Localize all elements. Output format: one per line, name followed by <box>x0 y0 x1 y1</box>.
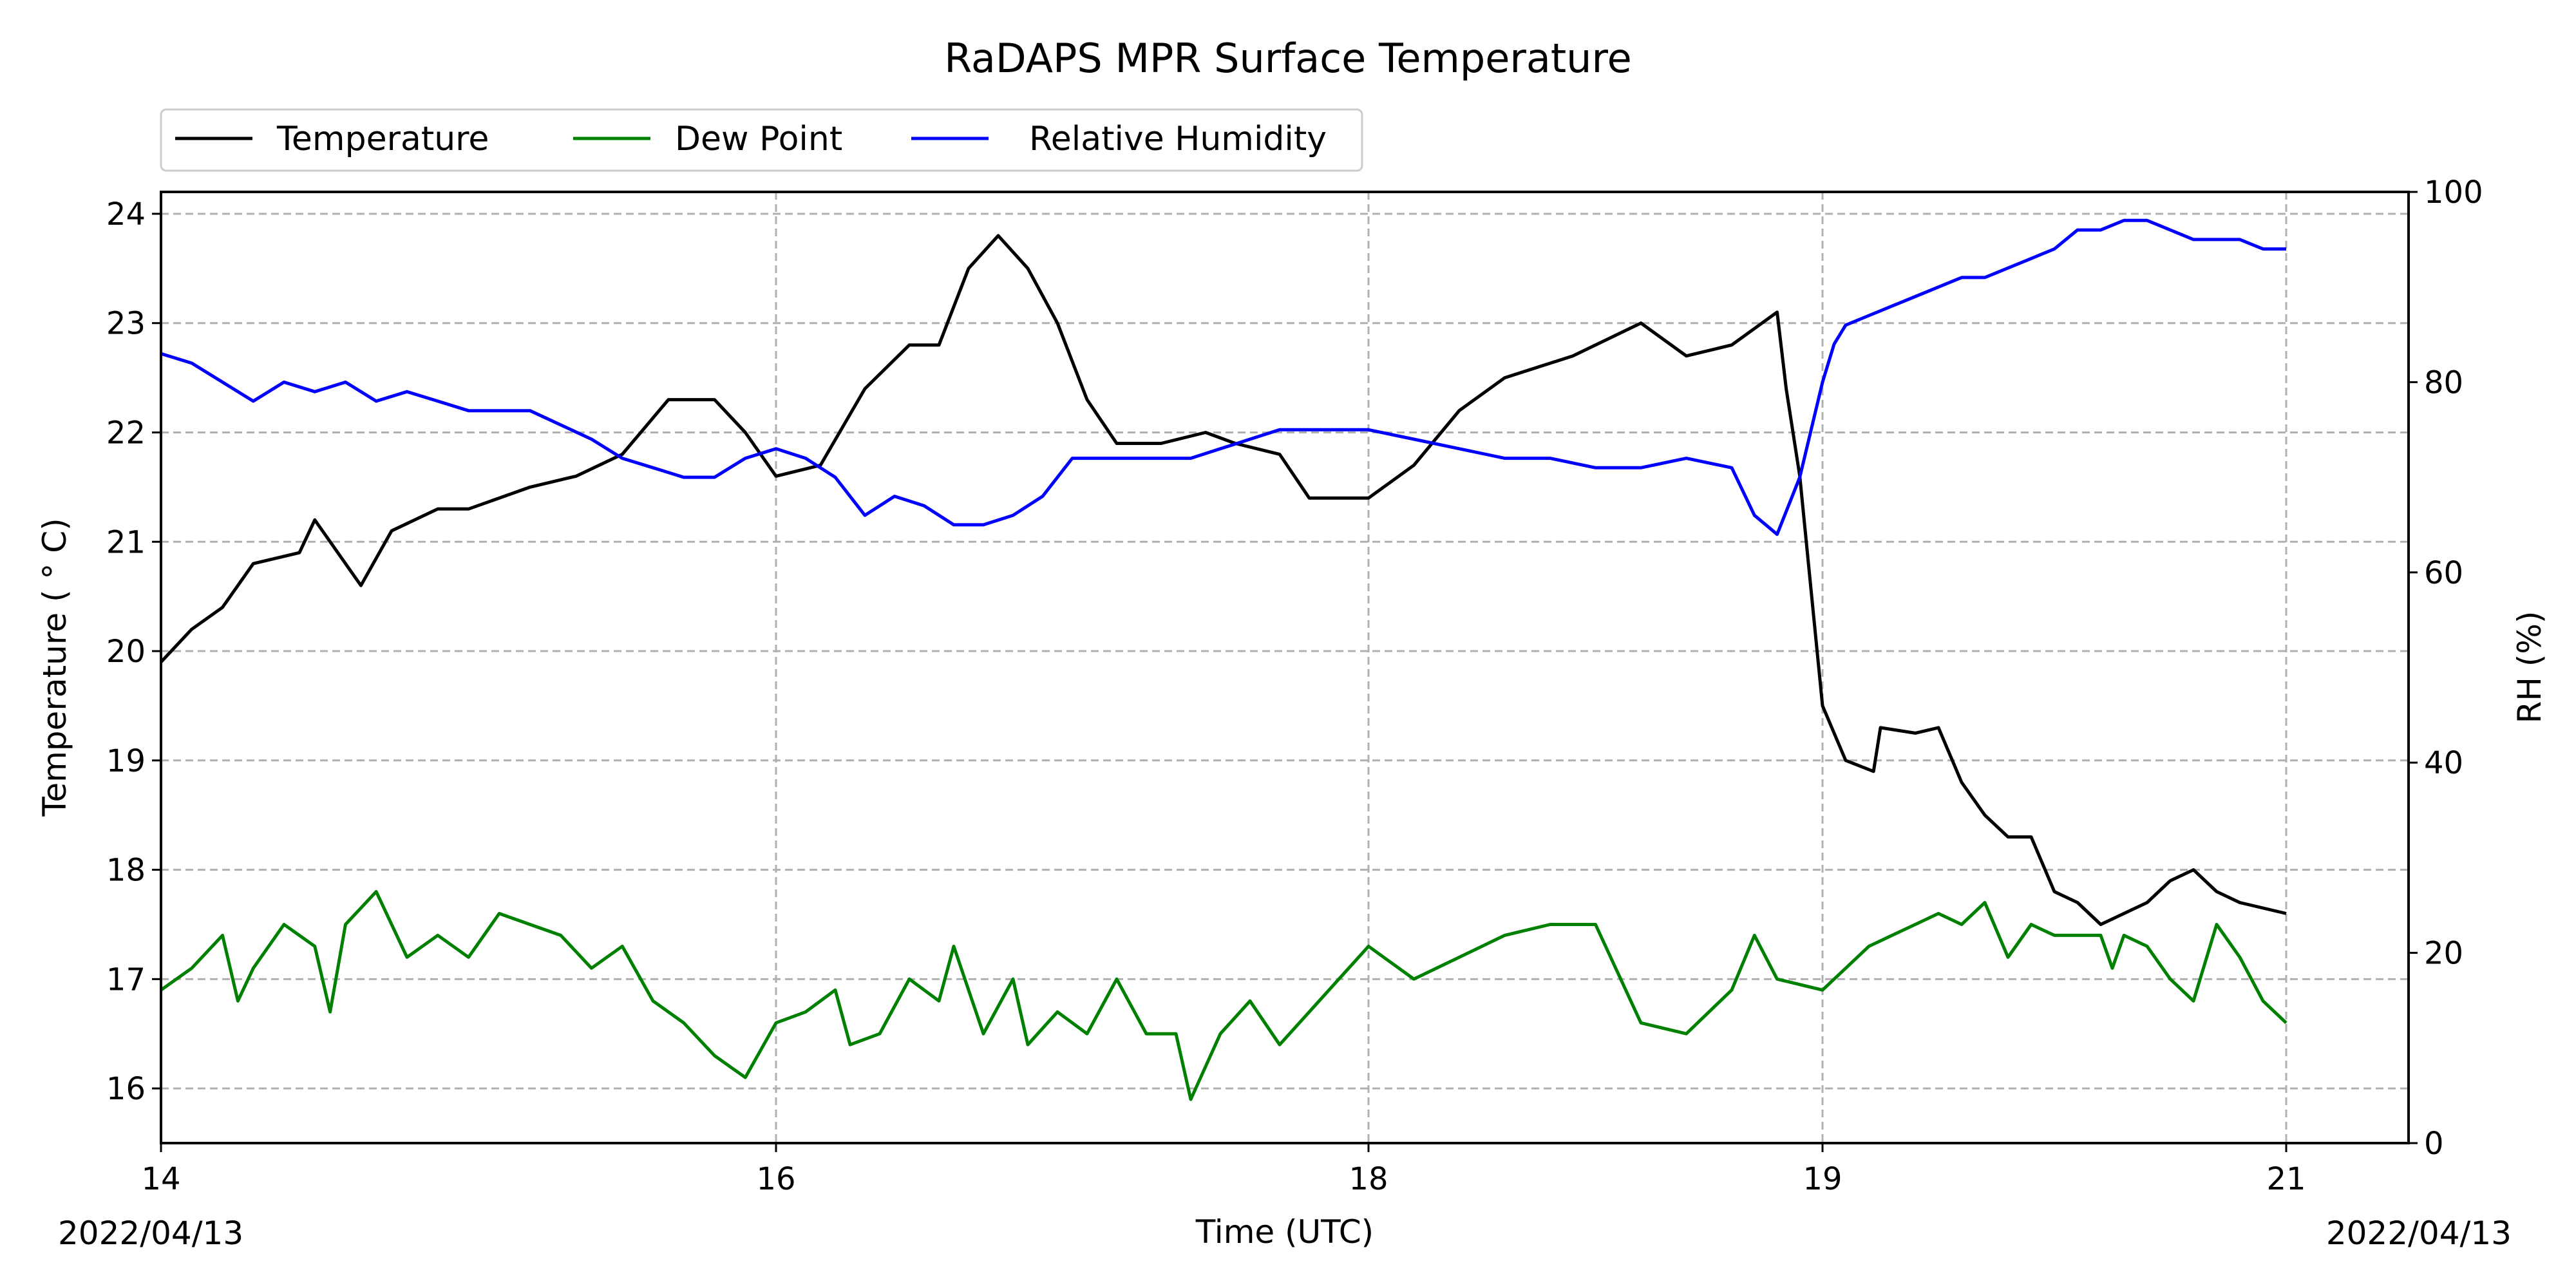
x-axis-label: Time (UTC) <box>1195 1213 1374 1251</box>
x-tick-label: 16 <box>756 1161 795 1197</box>
x-tick-label: 18 <box>1349 1161 1388 1197</box>
legend-box <box>160 108 1363 172</box>
series-lines <box>160 218 2287 1101</box>
x-tick-label: 21 <box>2266 1161 2306 1197</box>
y-left-tick-label: 24 <box>106 196 146 232</box>
x-tick-label: 14 <box>141 1161 180 1197</box>
y-left-tick-label: 23 <box>106 306 146 342</box>
plot-area-frame <box>160 191 2410 1144</box>
y-axis-right-label: RH (%) <box>2511 611 2548 724</box>
y-right-tick-label: 20 <box>2424 936 2463 972</box>
legend: Temperature Dew Point Relative Humidity <box>160 108 1363 172</box>
legend-label-temperature: Temperature <box>276 120 489 158</box>
y-axis-left: 16 17 18 19 20 21 22 23 24 <box>106 196 161 1107</box>
legend-label-dew-point: Dew Point <box>675 120 842 158</box>
legend-label-relative-humidity: Relative Humidity <box>1029 120 1327 158</box>
end-date-label: 2022/04/13 <box>2326 1215 2512 1252</box>
start-date-label: 2022/04/13 <box>58 1215 243 1252</box>
y-left-tick-label: 16 <box>106 1071 146 1107</box>
series-line-relative-humidity <box>160 218 2286 536</box>
series-line-temperature <box>160 234 2287 926</box>
y-axis-left-label: Temperature ( ° C) <box>36 518 73 817</box>
series-line-dew-point <box>160 890 2287 1101</box>
chart-title: RaDAPS MPR Surface Temperature <box>944 35 1632 82</box>
grid-lines <box>160 192 2409 1143</box>
y-left-tick-label: 22 <box>106 415 146 451</box>
x-axis: 14 16 18 19 21 <box>141 1143 2306 1197</box>
x-tick-label: 19 <box>1803 1161 1842 1197</box>
y-left-tick-label: 18 <box>106 853 146 889</box>
y-right-tick-label: 0 <box>2424 1126 2444 1162</box>
y-left-tick-label: 20 <box>106 634 146 670</box>
y-left-tick-label: 21 <box>106 524 146 560</box>
y-left-tick-label: 17 <box>106 961 146 998</box>
y-right-tick-label: 80 <box>2424 365 2463 401</box>
y-right-tick-label: 100 <box>2424 175 2483 211</box>
y-axis-right: 0 20 40 60 80 100 <box>2409 175 2483 1162</box>
y-right-tick-label: 40 <box>2424 745 2463 781</box>
y-left-tick-label: 19 <box>106 743 146 779</box>
y-right-tick-label: 60 <box>2424 555 2463 591</box>
